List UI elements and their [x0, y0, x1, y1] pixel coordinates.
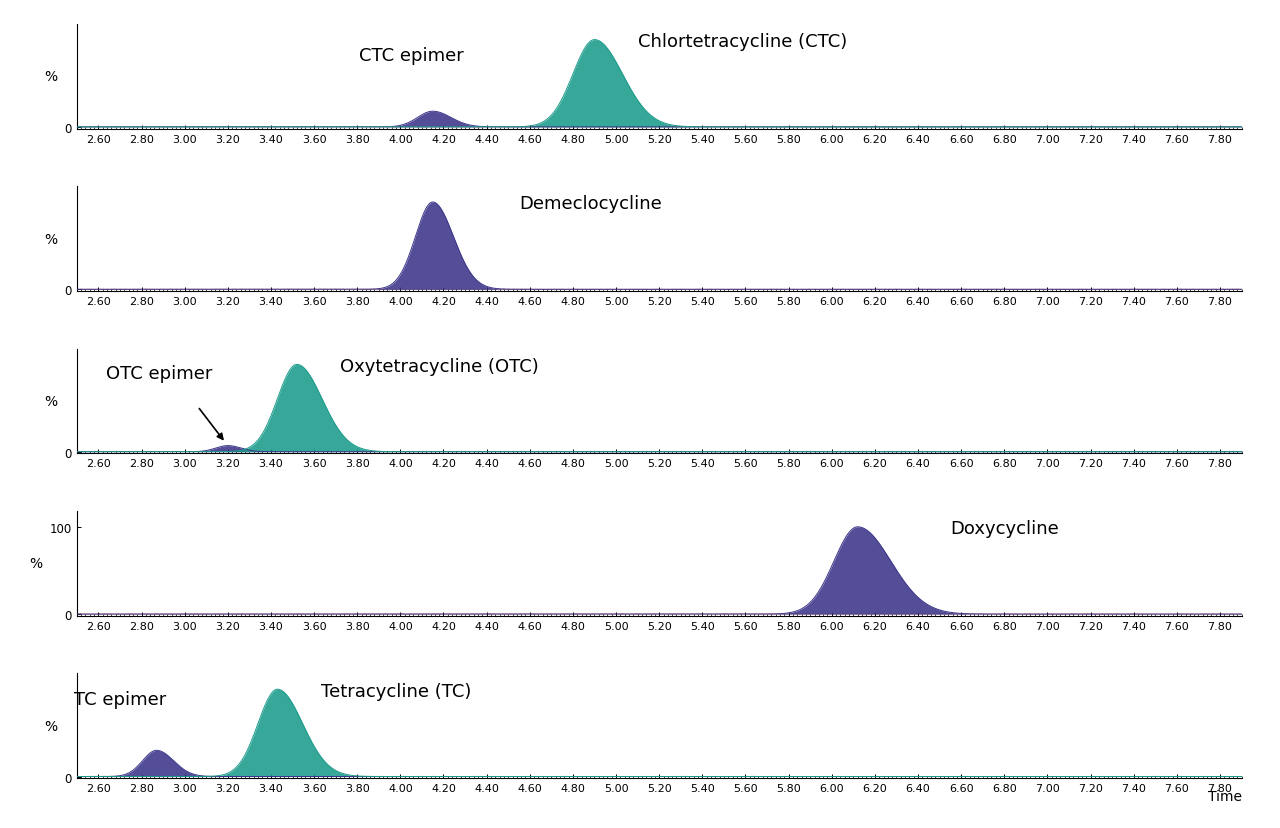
Y-axis label: %: % — [44, 233, 58, 247]
Y-axis label: %: % — [44, 70, 58, 84]
Text: Demeclocycline: Demeclocycline — [518, 195, 662, 214]
Text: Tetracycline (TC): Tetracycline (TC) — [320, 681, 471, 700]
Text: Oxytetracycline (OTC): Oxytetracycline (OTC) — [340, 358, 539, 375]
Y-axis label: %: % — [29, 556, 42, 570]
Text: CTC epimer: CTC epimer — [358, 47, 463, 65]
Y-axis label: %: % — [44, 395, 58, 408]
Text: TC epimer: TC epimer — [74, 691, 166, 709]
Text: Chlortetracycline (CTC): Chlortetracycline (CTC) — [637, 33, 847, 51]
Text: Time: Time — [1207, 789, 1242, 803]
Text: Doxycycline: Doxycycline — [951, 520, 1059, 537]
Y-axis label: %: % — [44, 719, 58, 733]
Text: OTC epimer: OTC epimer — [105, 364, 212, 383]
